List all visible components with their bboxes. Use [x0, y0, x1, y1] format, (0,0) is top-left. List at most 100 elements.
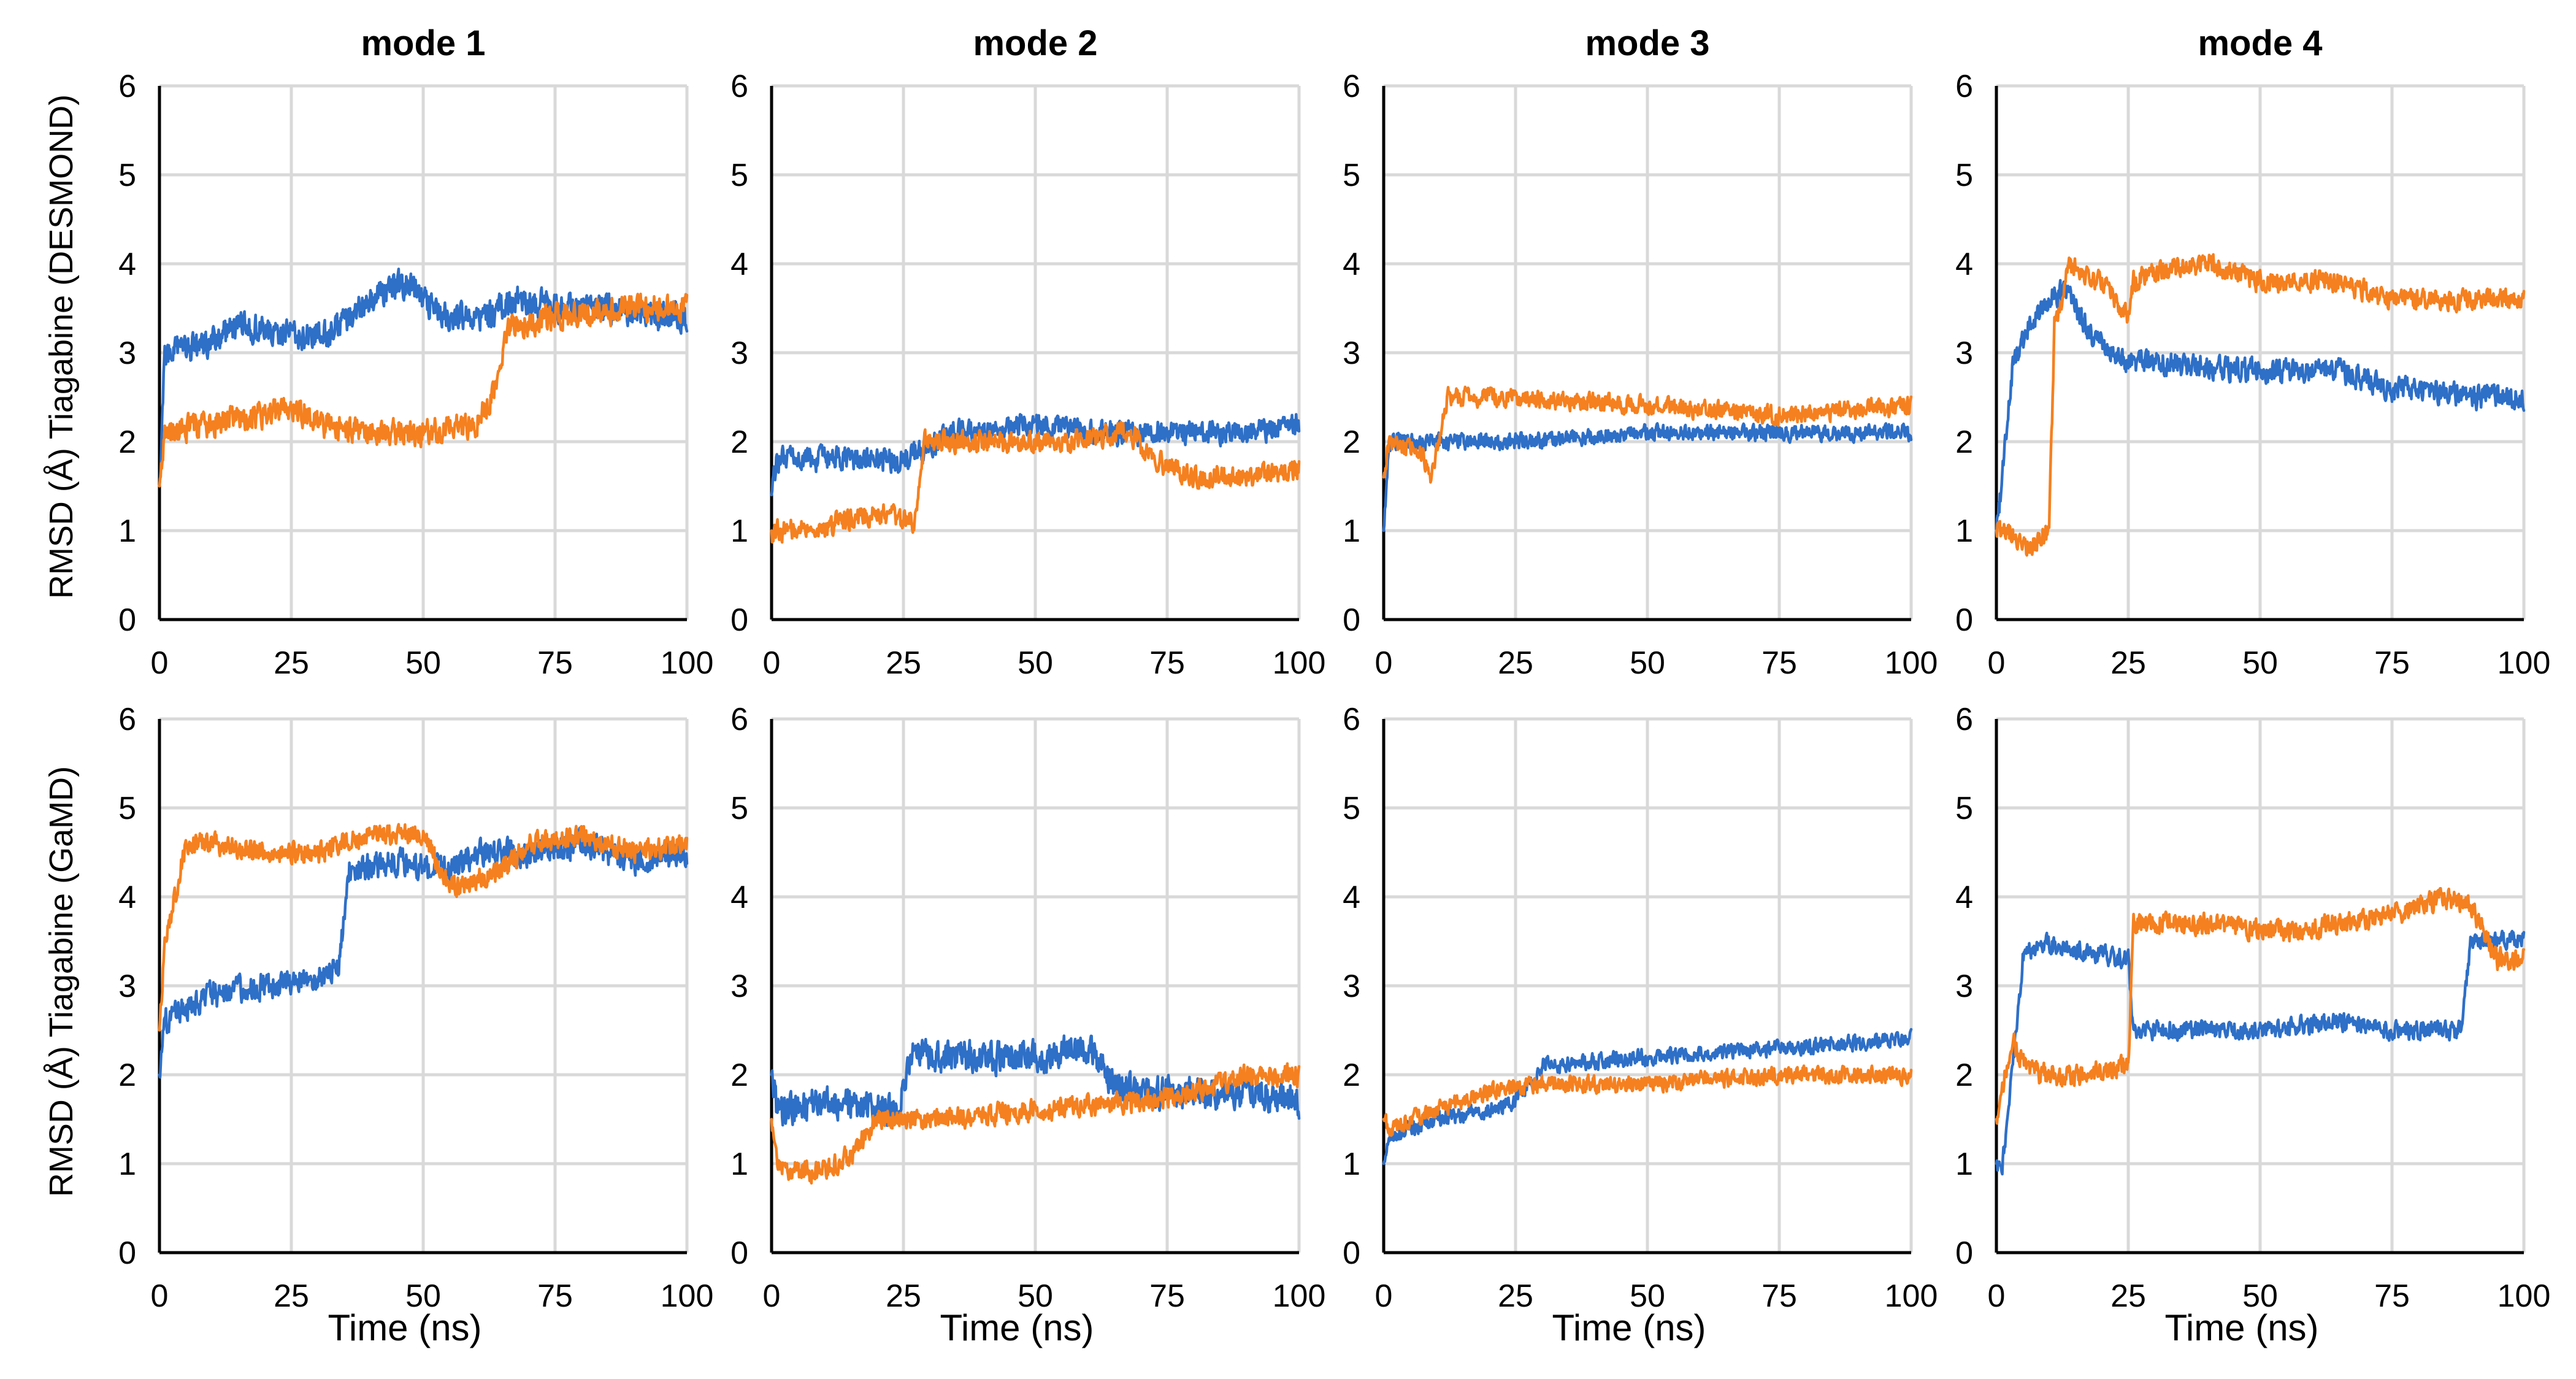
y-tick-label-4: 4 [118, 247, 136, 282]
x-tick-label-25: 25 [1498, 645, 1533, 681]
series-line-orange [1995, 887, 2526, 1125]
x-tick-label-25: 25 [2110, 645, 2146, 681]
x-axis-label: Time (ns) [940, 1307, 1094, 1348]
y-tick-label-1: 1 [730, 513, 748, 549]
y-tick-label-3: 3 [1955, 969, 1973, 1004]
y-tick-label-1: 1 [118, 513, 136, 549]
x-tick-label-75: 75 [2374, 645, 2410, 681]
x-tick-label-50: 50 [405, 645, 441, 681]
y-tick-label-1: 1 [730, 1147, 748, 1182]
y-tick-label-0: 0 [1343, 1235, 1360, 1271]
y-tick-label-4: 4 [1955, 247, 1973, 282]
x-tick-label-0: 0 [1375, 1278, 1393, 1314]
y-tick-label-0: 0 [730, 602, 748, 638]
y-tick-label-1: 1 [1955, 1147, 1973, 1182]
x-tick-label-100: 100 [1885, 645, 1938, 681]
x-axis-label: Time (ns) [1552, 1307, 1706, 1348]
x-tick-label-50: 50 [1018, 1278, 1053, 1314]
chart-panel-2: 0 1 2 3 4 5 6 0 25 50 75 100 mode 2 [730, 23, 1325, 681]
series-line-blue [1995, 929, 2526, 1176]
series-line-orange [1382, 1064, 1913, 1137]
x-tick-label-100: 100 [661, 1278, 714, 1314]
x-axis-label: Time (ns) [328, 1307, 481, 1348]
y-tick-label-5: 5 [730, 791, 748, 826]
y-tick-label-2: 2 [118, 1058, 136, 1093]
y-tick-label-1: 1 [118, 1147, 136, 1182]
y-tick-label-2: 2 [1955, 424, 1973, 460]
y-tick-label-4: 4 [730, 880, 748, 915]
y-tick-label-3: 3 [118, 336, 136, 371]
series-line-blue [1382, 1028, 1913, 1166]
x-tick-label-0: 0 [1988, 1278, 2006, 1314]
y-tick-label-6: 6 [730, 69, 748, 104]
y-tick-label-3: 3 [1343, 969, 1360, 1004]
x-tick-label-100: 100 [661, 645, 714, 681]
y-tick-label-5: 5 [118, 158, 136, 193]
series-line-blue [770, 413, 1301, 497]
x-tick-label-50: 50 [2242, 645, 2278, 681]
x-tick-label-75: 75 [1149, 645, 1185, 681]
y-tick-label-4: 4 [1343, 247, 1360, 282]
y-tick-label-6: 6 [1343, 69, 1360, 104]
x-tick-label-50: 50 [405, 1278, 441, 1314]
y-tick-label-2: 2 [118, 424, 136, 460]
y-tick-label-3: 3 [1343, 336, 1360, 371]
x-tick-label-25: 25 [886, 645, 921, 681]
chart-title: mode 2 [973, 23, 1097, 63]
y-tick-label-4: 4 [730, 247, 748, 282]
x-tick-label-75: 75 [537, 1278, 573, 1314]
y-tick-label-5: 5 [1955, 791, 1973, 826]
y-tick-label-5: 5 [1343, 791, 1360, 826]
row-label-desmond: RMSD (Å) Tiagabine (DESMOND) [43, 94, 80, 599]
x-tick-label-25: 25 [886, 1278, 921, 1314]
y-tick-label-5: 5 [1955, 158, 1973, 193]
y-tick-label-5: 5 [118, 791, 136, 826]
x-tick-label-100: 100 [1273, 1278, 1326, 1314]
x-tick-label-75: 75 [537, 645, 573, 681]
series-line-orange [770, 420, 1301, 544]
chart-panel-5: 0 1 2 3 4 5 6 0 25 50 75 100 Time (ns) [118, 702, 713, 1348]
y-tick-label-2: 2 [1343, 424, 1360, 460]
y-tick-label-2: 2 [1343, 1058, 1360, 1093]
x-tick-label-0: 0 [151, 645, 169, 681]
y-tick-label-4: 4 [1343, 880, 1360, 915]
chart-title: mode 1 [361, 23, 485, 63]
x-tick-label-25: 25 [274, 1278, 309, 1314]
x-tick-label-0: 0 [1375, 645, 1393, 681]
row-label-gamd: RMSD (Å) Tiagabine (GaMD) [43, 766, 80, 1197]
chart-panel-8: 0 1 2 3 4 5 6 0 25 50 75 100 Time (ns) [1955, 702, 2550, 1348]
series-line-blue [1382, 422, 1913, 532]
chart-panel-3: 0 1 2 3 4 5 6 0 25 50 75 100 mode 3 [1343, 23, 1938, 681]
y-tick-label-6: 6 [118, 69, 136, 104]
x-tick-label-0: 0 [763, 1278, 781, 1314]
x-tick-label-75: 75 [2374, 1278, 2410, 1314]
chart-panel-1: 0 1 2 3 4 5 6 0 25 50 75 100 mode 1 [118, 23, 713, 681]
y-tick-label-6: 6 [1955, 69, 1973, 104]
x-tick-label-50: 50 [1018, 645, 1053, 681]
y-tick-label-2: 2 [1955, 1058, 1973, 1093]
x-tick-label-100: 100 [1885, 1278, 1938, 1314]
y-tick-label-0: 0 [1343, 602, 1360, 638]
y-tick-label-4: 4 [118, 880, 136, 915]
x-tick-label-25: 25 [1498, 1278, 1533, 1314]
x-tick-label-0: 0 [763, 645, 781, 681]
y-tick-label-3: 3 [730, 969, 748, 1004]
x-tick-label-25: 25 [274, 645, 309, 681]
y-tick-label-1: 1 [1343, 1147, 1360, 1182]
x-axis-label: Time (ns) [2164, 1307, 2318, 1348]
y-tick-label-1: 1 [1955, 513, 1973, 549]
y-tick-label-2: 2 [730, 424, 748, 460]
y-tick-label-4: 4 [1955, 880, 1973, 915]
y-tick-label-6: 6 [1343, 702, 1360, 737]
x-tick-label-100: 100 [1273, 645, 1326, 681]
y-tick-label-3: 3 [730, 336, 748, 371]
y-tick-label-3: 3 [1955, 336, 1973, 371]
chart-panel-4: 0 1 2 3 4 5 6 0 25 50 75 100 mode 4 [1955, 23, 2550, 681]
y-tick-label-6: 6 [1955, 702, 1973, 737]
y-tick-label-2: 2 [730, 1058, 748, 1093]
series-line-blue [158, 267, 689, 488]
chart-title: mode 3 [1585, 23, 1709, 63]
chart-title: mode 4 [2198, 23, 2322, 63]
